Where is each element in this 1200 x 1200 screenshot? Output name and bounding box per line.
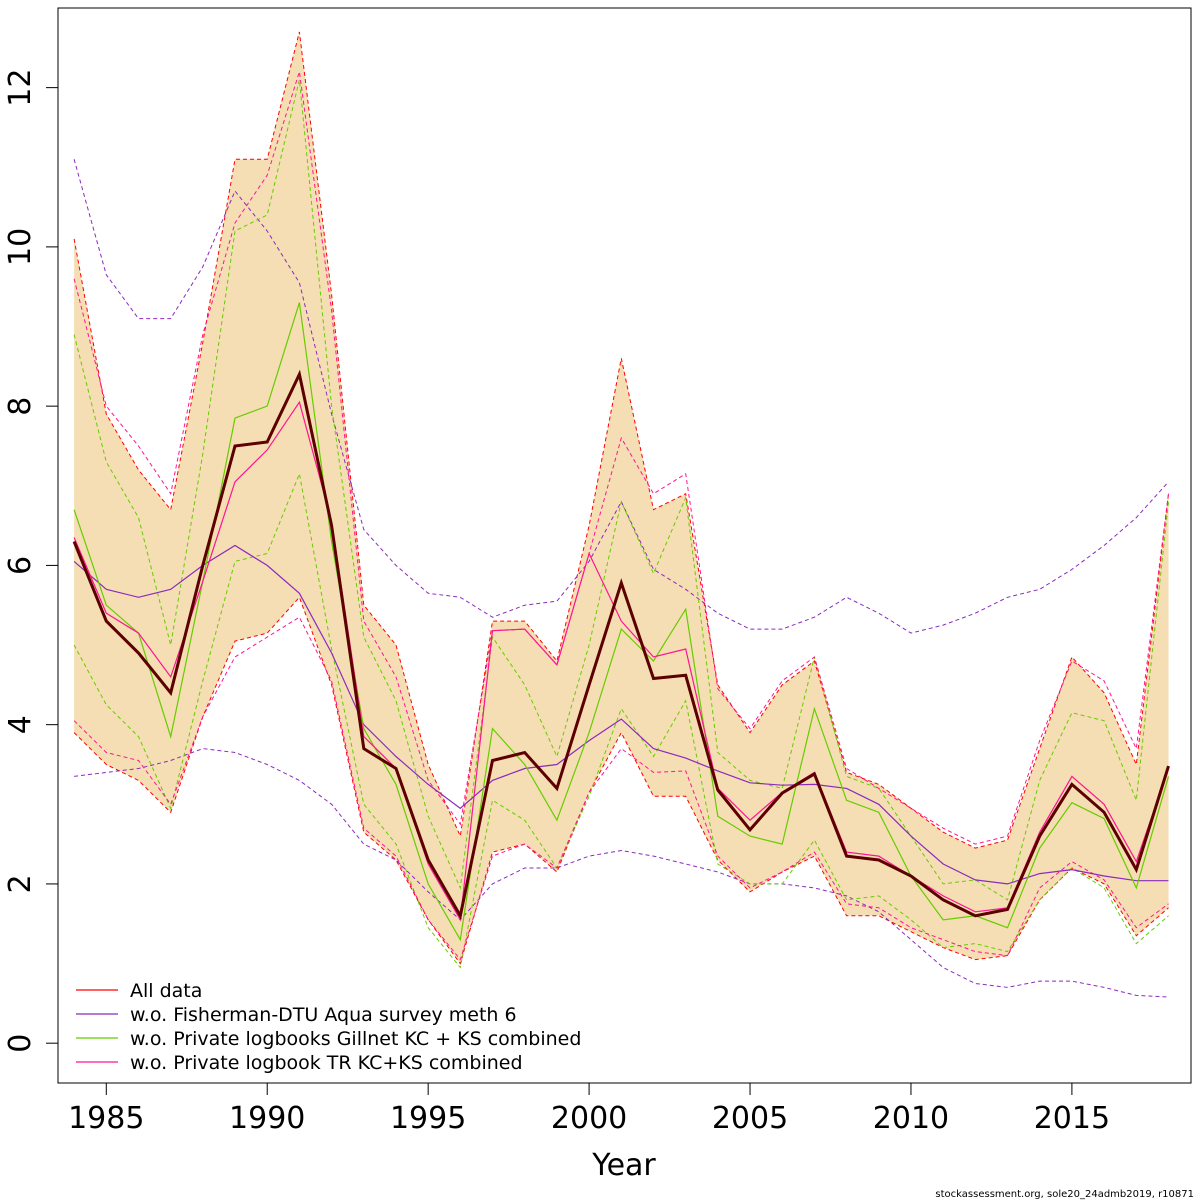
legend-label-3: w.o. Private logbook TR KC+KS combined bbox=[130, 1052, 523, 1074]
legend-label-2: w.o. Private logbooks Gillnet KC + KS co… bbox=[130, 1028, 581, 1050]
y-tick-label: 8 bbox=[3, 397, 38, 416]
confidence-band-layer bbox=[74, 31, 1169, 964]
series-line-3 bbox=[73, 400, 1170, 922]
plot-frame bbox=[57, 7, 1192, 1084]
series-3-lower-bound bbox=[73, 616, 1169, 961]
x-tick-label: 1985 bbox=[68, 1101, 144, 1136]
legend-label-1: w.o. Fisherman-DTU Aqua survey meth 6 bbox=[130, 1004, 517, 1026]
series-line-1 bbox=[73, 544, 1169, 885]
x-tick-label: 2015 bbox=[1034, 1101, 1110, 1136]
y-tick-label: 0 bbox=[3, 1034, 38, 1053]
footer-credit: stockassessment.org, sole20_24admb2019, … bbox=[935, 1189, 1194, 1200]
y-tick-label: 4 bbox=[3, 715, 38, 734]
series-3-upper-bound bbox=[73, 71, 1169, 845]
series-line-2 bbox=[73, 302, 1170, 942]
y-tick-label: 2 bbox=[3, 874, 38, 893]
x-tick-label: 2010 bbox=[873, 1101, 949, 1136]
x-axis-title: Year bbox=[591, 1148, 656, 1183]
series-2-lower-bound bbox=[73, 472, 1169, 969]
series-1-lower-bound bbox=[74, 748, 1169, 998]
all-data-lower-bound bbox=[73, 596, 1169, 965]
y-tick-label: 6 bbox=[3, 556, 38, 575]
x-tick-label: 2005 bbox=[712, 1101, 788, 1136]
series-lines-layer bbox=[72, 302, 1170, 942]
confidence-band bbox=[74, 31, 1169, 964]
all-data-upper-bound bbox=[73, 31, 1169, 849]
y-tick-label: 12 bbox=[3, 69, 38, 107]
y-tick-label: 10 bbox=[3, 228, 38, 266]
x-tick-label: 1995 bbox=[390, 1101, 466, 1136]
x-tick-label: 2000 bbox=[551, 1101, 627, 1136]
dashed-bounds-layer bbox=[73, 31, 1169, 998]
legend-label-0: All data bbox=[130, 980, 202, 1002]
main-estimate-line bbox=[72, 369, 1170, 920]
x-tick-label: 1990 bbox=[229, 1101, 305, 1136]
series-2-upper-bound bbox=[73, 79, 1169, 901]
axes-layer: 1985 1990 1995 2000 2005 2010 2015 0 2 4 6 8 10 12 bbox=[3, 69, 1110, 1136]
